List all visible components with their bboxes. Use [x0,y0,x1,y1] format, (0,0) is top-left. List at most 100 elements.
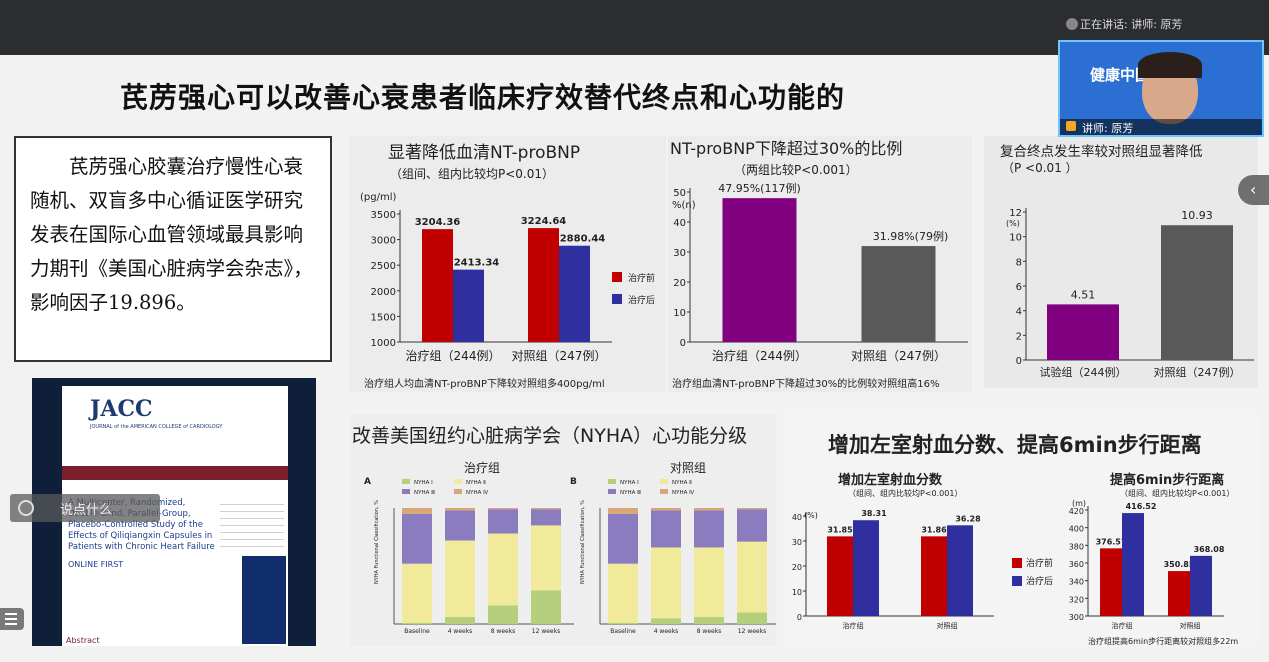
chart1-y-tick: 3000 [371,236,396,247]
chart1-title: 显著降低血清NT-proBNP [388,143,580,163]
chart5-y-tick: 20 [792,563,802,572]
comment-bar[interactable]: 说点什么 [10,494,160,522]
nyha-stack-segment [737,509,767,542]
jacc-online-first: ONLINE FIRST [68,560,124,569]
chart5-heading: 增加左室射血分数、提高6min步行距离 [828,433,1202,457]
nyha-stack-segment [445,617,475,624]
nyha-legend-swatch [454,489,462,494]
nyha-stack-segment [608,508,638,514]
chart6-y-tick: 420 [1069,507,1084,516]
nyha-stack-segment [402,508,432,514]
chart3-subtitle: （P <0.01 ） [1002,161,1078,175]
chart6-category-label: 治疗组 [1112,621,1133,630]
nyha-stack-segment [737,508,767,510]
chart4-heading: 改善美国纽约心脏病学会（NYHA）心功能分级 [352,425,747,447]
nyha-category-label: Baseline [404,628,430,635]
emoji-icon[interactable] [18,500,34,516]
chart1-legend-swatch-before [612,272,622,282]
chart1-legend: 治疗前 治疗后 [612,272,655,306]
nyha-legend-swatch [402,489,410,494]
presenter-hair [1138,52,1202,78]
chart3-category-label: 试验组（244例） [1040,365,1127,379]
nyha-stack-segment [488,605,518,624]
nyha-y-label: NYHA Functional Classification, % [580,500,586,584]
speaker-avatar-icon [1066,18,1078,30]
chart5-legend-before: 治疗前 [1026,557,1053,569]
chart5-y-tick: 40 [792,513,802,522]
chart1-y-tick: 1000 [371,338,396,349]
nyha-legend-swatch [660,479,668,484]
chart3-y-tick: 12 [1009,208,1022,219]
chart1-data-label: 2880.44 [560,234,606,245]
chart1-y-tick: 2000 [371,287,396,298]
list-button[interactable] [0,608,24,630]
chart3-ylabel: (%) [1006,219,1020,228]
chart1-data-label: 2413.34 [454,258,500,269]
nyha-stack-segment [445,508,475,511]
collapse-panel-button[interactable]: ‹ [1238,175,1269,205]
jacc-sidebar-text [220,498,284,550]
jacc-logo: JACC [90,396,153,422]
chart5-data-label: 38.31 [861,509,887,518]
nyha-legend-label: NYHA Ⅰ [414,480,433,486]
chart6-ylabel: (m) [1072,499,1086,508]
nyha-category-label: 8 weeks [697,628,722,635]
chart6-y-tick: 400 [1069,525,1084,534]
chart5-data-label: 36.28 [955,514,981,523]
speaking-indicator: 正在讲话: 讲师: 原芳 [1080,18,1183,31]
nyha-stack-segment [445,540,475,618]
chart2-ylabel: %(n) [672,200,696,211]
chart5-legend-swatch-after [1012,576,1022,586]
chart2-y-tick: 0 [680,338,686,349]
chart1-bar [422,229,453,342]
chart6-data-label: 350.85 [1164,560,1195,569]
nyha-stack-segment [402,563,432,623]
chart2-subtitle: （两组比较P<0.001） [734,162,858,177]
chart1-legend-swatch-after [612,294,622,304]
chart5-category-label: 治疗组 [843,621,864,630]
chart3-bar [1161,225,1233,360]
chart6-category-label: 对照组 [1180,621,1201,630]
chart5-data-label: 31.86 [921,525,947,534]
comment-input[interactable]: 说点什么 [60,503,113,518]
chart-ntprobnp-levels: 显著降低血清NT-proBNP （组间、组内比较均P<0.01） (pg/ml)… [350,136,666,392]
nyha-legend-label: NYHA Ⅳ [672,490,695,496]
chart5-subtitle: （组间、组内比较均P<0.001） [848,488,962,498]
nyha-stack-segment [531,509,561,526]
intro-textbox: 芪苈强心胶囊治疗慢性心衰随机、双盲多中心循证医学研究发表在国际心血管领域最具影响… [14,136,332,362]
nyha-stack-segment [488,533,518,606]
mic-icon [1066,121,1076,131]
chart1-data-label: 3204.36 [415,217,461,228]
jacc-abstract-label: Abstract [66,636,100,645]
chart5-category-label: 对照组 [937,621,958,630]
nyha-legend-swatch [454,479,462,484]
chart5-bar [921,536,947,616]
chart6-y-tick: 300 [1069,613,1084,622]
chart2-y-tick: 40 [673,218,686,229]
chart6-bar [1100,548,1122,616]
chart5-bar [853,520,879,616]
nyha-legend-label: NYHA Ⅲ [414,490,435,496]
nyha-category-label: 8 weeks [491,628,516,635]
chart6-y-tick: 340 [1069,578,1084,587]
chart6-bar [1168,571,1190,616]
chart6-title: 提高6min步行距离 [1110,472,1224,488]
chart3-y-tick: 6 [1016,282,1022,293]
nyha-stack-segment [531,525,561,591]
presenter-name-label: 讲师: 原芳 [1082,122,1134,135]
nyha-stack-segment [651,618,681,624]
nyha-category-label: Baseline [610,628,636,635]
nyha-stack-segment [694,510,724,548]
chart1-bar [559,245,590,342]
nyha-stack-segment [737,612,767,624]
chart-lvef-6mwd: 增加左室射血分数、提高6min步行距离 增加左室射血分数 （组间、组内比较均P<… [784,414,1258,646]
chart2-data-label: 47.95%(117例) [718,181,801,195]
presenter-video[interactable]: 健康中国 目域 讲师: 原芳 [1058,40,1264,137]
nyha-legend-label: NYHA Ⅲ [620,490,641,496]
nyha-stack-segment [694,547,724,618]
nyha-y-label: NYHA Functional Classification, % [374,500,380,584]
chart3-data-label: 10.93 [1181,209,1213,222]
chart1-y-tick: 1500 [371,312,396,323]
chart1-footnote: 治疗组人均血清NT-proBNP下降较对照组多400pg/ml [364,377,605,390]
chart2-y-tick: 20 [673,278,686,289]
